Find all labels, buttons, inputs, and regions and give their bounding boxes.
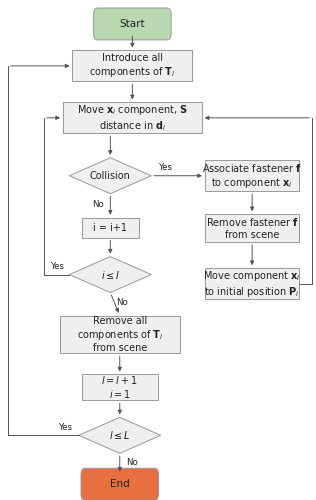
Polygon shape (69, 158, 151, 194)
Polygon shape (79, 418, 161, 454)
Text: Associate fastener $\mathbf{f}$
to component $\mathbf{x}_i$: Associate fastener $\mathbf{f}$ to compo… (202, 162, 302, 190)
Text: Move component $\mathbf{x}_i$
to initial position $\mathbf{P}_i$: Move component $\mathbf{x}_i$ to initial… (203, 268, 301, 298)
Text: $i \leq I$: $i \leq I$ (101, 268, 120, 280)
Text: $l = l + 1$
$i = 1$: $l = l + 1$ $i = 1$ (101, 374, 138, 400)
Bar (60, 316, 180, 354)
Bar (205, 268, 300, 299)
Text: No: No (126, 458, 138, 467)
Bar (82, 218, 139, 238)
Text: Yes: Yes (58, 423, 72, 432)
Bar (63, 102, 202, 134)
Text: Introduce all
components of $\mathbf{T}_l$: Introduce all components of $\mathbf{T}_… (89, 53, 176, 79)
Text: Remove all
components of $\mathbf{T}_l$
from scene: Remove all components of $\mathbf{T}_l$ … (76, 316, 163, 354)
Text: No: No (92, 200, 104, 209)
Text: End: End (110, 480, 130, 490)
Bar (205, 214, 300, 242)
Text: Remove fastener $\mathbf{f}$
from scene: Remove fastener $\mathbf{f}$ from scene (206, 216, 299, 240)
Text: $l \leq L$: $l \leq L$ (109, 430, 131, 442)
Text: No: No (117, 298, 128, 307)
Text: Yes: Yes (51, 262, 64, 271)
Polygon shape (69, 256, 151, 292)
Text: Move $\mathbf{x}_i$ component, $\mathbf{S}$
distance in $\mathbf{d}_i$: Move $\mathbf{x}_i$ component, $\mathbf{… (77, 103, 188, 132)
FancyBboxPatch shape (81, 468, 159, 500)
Text: Collision: Collision (90, 170, 131, 180)
FancyBboxPatch shape (94, 8, 171, 40)
Bar (82, 374, 158, 400)
Bar (205, 160, 300, 191)
Text: i = i+1: i = i+1 (93, 222, 127, 232)
Bar (72, 50, 192, 82)
Text: Start: Start (119, 19, 145, 29)
Text: Yes: Yes (159, 163, 173, 172)
